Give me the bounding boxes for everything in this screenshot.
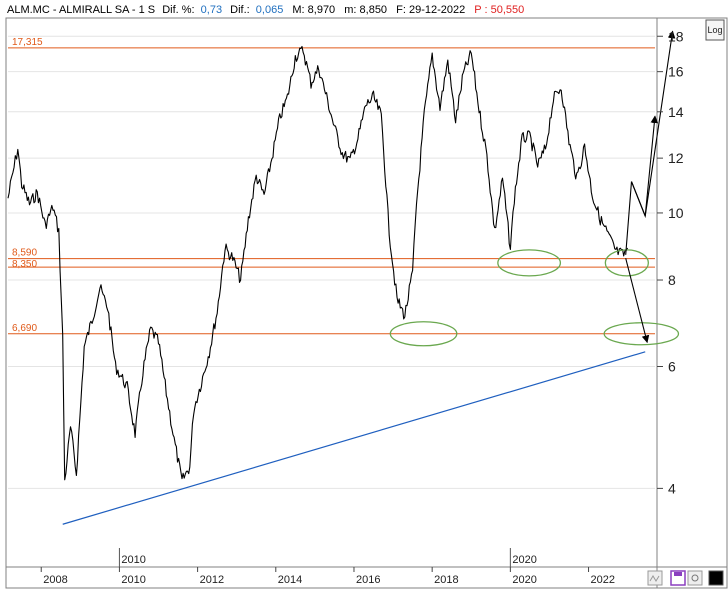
x-tick-label: 2018 — [434, 574, 458, 586]
x-tick-label: 2010 — [121, 574, 145, 586]
projection-arrow — [630, 30, 676, 219]
price-series-line — [7, 45, 629, 481]
y-tick-label: 6 — [668, 358, 676, 374]
y-tick-label: 10 — [668, 205, 684, 221]
y-tick-label: 16 — [668, 64, 684, 80]
x-tick-label: 2022 — [591, 574, 615, 586]
log-scale-button[interactable]: Log — [705, 19, 725, 41]
level-label: 8,590 — [12, 248, 37, 259]
y-axis-ticks: 4 6 8 10 12 14 16 18 — [657, 28, 684, 496]
y-axis-panel — [656, 17, 728, 568]
plot-frame — [5, 17, 658, 568]
dif-value: 0,065 — [256, 4, 284, 16]
x-tick-label: 2008 — [43, 574, 67, 586]
support-ellipse — [497, 249, 562, 277]
level-label: 17,315 — [12, 37, 43, 48]
y-tick-label: 12 — [668, 150, 684, 166]
y-tick-label: 8 — [668, 272, 676, 288]
symbol-title: ALM.MC - ALMIRALL SA - 1 S — [7, 4, 155, 16]
date-value: F: 29-12-2022 — [396, 4, 465, 16]
series-layer — [7, 45, 629, 481]
x-axis-ticks: 2008 2010 2012 2014 2016 2018 2020 2022 — [40, 567, 615, 586]
trend-layer — [62, 351, 646, 525]
period-markers: 2010 2020 — [118, 548, 537, 567]
y-tick-label: 18 — [668, 28, 684, 44]
dif-pct-value: 0,73 — [201, 4, 222, 16]
log-scale-label: Log — [707, 25, 722, 35]
save-icon[interactable] — [670, 570, 686, 586]
projection-layer — [625, 30, 676, 344]
zoom-icon[interactable] — [687, 570, 703, 586]
x-axis-panel — [5, 566, 658, 589]
min-value: m: 8,850 — [344, 4, 387, 16]
support-trendline — [62, 351, 646, 525]
ellipse-layer — [389, 249, 680, 347]
period-marker-label: 2010 — [121, 554, 145, 566]
y-tick-label: 4 — [668, 480, 676, 496]
color-swatch-icon[interactable] — [708, 570, 724, 586]
x-tick-label: 2014 — [278, 574, 302, 586]
period-marker-label: 2020 — [512, 554, 536, 566]
x-tick-label: 2012 — [200, 574, 224, 586]
max-value: M: 8,970 — [292, 4, 335, 16]
projection-arrow — [625, 258, 650, 344]
scroll-chart-icon[interactable] — [647, 570, 663, 586]
dif-pct-label: Dif. %: — [162, 4, 194, 16]
y-tick-label: 14 — [668, 104, 684, 120]
x-tick-label: 2016 — [356, 574, 380, 586]
support-ellipse — [389, 321, 458, 347]
dif-label: Dif.: — [230, 4, 250, 16]
level-label: 8,350 — [12, 259, 37, 270]
support-ellipse — [603, 322, 680, 346]
price-value: P : 50,550 — [474, 4, 524, 16]
x-tick-label: 2020 — [512, 574, 536, 586]
level-label: 6,690 — [12, 323, 37, 334]
support-ellipse — [604, 249, 650, 277]
svg-text:ALM.MC - ALMIRALL SA - 1 S: ALM.MC - ALMIRALL SA - 1 S Dif. %: 0,73 … — [7, 4, 524, 16]
